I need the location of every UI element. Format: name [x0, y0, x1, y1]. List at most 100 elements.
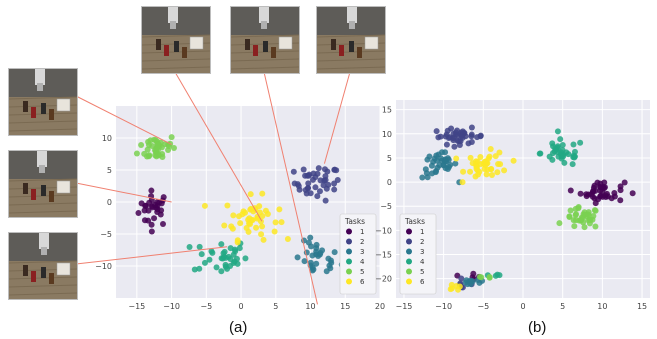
data-point-task-6 — [260, 236, 267, 243]
data-point-task-1 — [154, 199, 161, 206]
data-point-task-4 — [227, 245, 234, 252]
data-point-task-5 — [149, 142, 156, 149]
data-point-task-1 — [577, 190, 584, 197]
data-point-task-5 — [570, 217, 577, 224]
y-tick-label: −5 — [380, 202, 392, 211]
data-point-task-2 — [331, 186, 338, 193]
x-tick-label: 15 — [637, 302, 647, 311]
data-point-task-3 — [325, 255, 332, 262]
data-point-task-3 — [323, 268, 330, 275]
data-point-task-6 — [237, 220, 244, 227]
data-point-task-4 — [559, 141, 566, 148]
data-point-task-1 — [141, 217, 148, 224]
data-point-task-4 — [565, 151, 572, 158]
data-point-task-4 — [549, 150, 556, 157]
data-point-task-6 — [494, 169, 501, 176]
tabletop-scene-image — [9, 233, 77, 299]
data-point-task-4 — [227, 262, 234, 269]
data-point-task-1 — [148, 187, 155, 194]
data-point-task-2 — [451, 143, 458, 150]
data-point-task-5 — [170, 144, 177, 151]
data-point-task-2 — [315, 165, 322, 172]
legend-marker-task-2 — [406, 238, 412, 245]
data-point-task-6 — [477, 154, 484, 161]
data-point-task-2 — [477, 132, 484, 139]
data-point-task-6 — [247, 206, 254, 213]
data-point-task-4 — [232, 248, 239, 255]
data-point-task-2 — [324, 168, 331, 175]
data-point-task-5 — [581, 224, 588, 231]
data-point-task-4 — [577, 139, 584, 146]
y-tick-label: 10 — [382, 130, 392, 139]
thumbnail-top-left — [141, 6, 211, 74]
data-point-task-5 — [573, 211, 580, 218]
data-point-task-2 — [305, 185, 312, 192]
data-point-task-2 — [322, 173, 329, 180]
data-point-task-1 — [617, 197, 624, 204]
data-point-task-1 — [621, 179, 628, 186]
data-point-task-2 — [290, 168, 297, 175]
data-point-task-6 — [259, 190, 266, 197]
data-point-task-1 — [597, 180, 604, 187]
data-point-task-6 — [221, 222, 228, 229]
data-point-task-1 — [154, 206, 161, 213]
data-point-task-2 — [317, 177, 324, 184]
data-point-task-4 — [554, 128, 561, 135]
data-point-task-4 — [186, 243, 193, 250]
tabletop-scene-image — [9, 69, 77, 135]
data-point-task-5 — [155, 151, 162, 158]
legend-box — [339, 213, 377, 295]
data-point-task-6 — [247, 191, 254, 198]
data-point-task-1 — [603, 190, 610, 197]
tabletop-scene-image — [231, 7, 299, 73]
data-point-task-1 — [157, 211, 164, 218]
data-point-task-3 — [419, 174, 426, 181]
leader-line-top-right — [323, 71, 351, 164]
x-tick-label: 0 — [239, 302, 244, 311]
data-point-task-1 — [148, 228, 155, 235]
legend-entry-task-4: 4 — [420, 258, 425, 266]
data-point-task-4 — [569, 161, 576, 168]
data-point-task-4 — [242, 255, 249, 262]
data-point-task-2 — [468, 124, 475, 131]
data-point-task-6 — [258, 231, 265, 238]
data-point-task-1 — [146, 199, 153, 206]
data-point-task-4 — [557, 136, 564, 143]
data-point-task-2 — [468, 139, 475, 146]
data-point-task-2 — [309, 176, 316, 183]
data-point-task-6 — [467, 168, 474, 175]
data-point-task-5 — [589, 216, 596, 223]
data-point-task-6 — [475, 171, 482, 178]
data-point-task-6 — [243, 224, 250, 231]
x-tick-label: 10 — [597, 302, 607, 311]
data-point-task-3 — [428, 162, 435, 169]
data-point-task-2 — [433, 128, 440, 135]
data-point-task-2 — [300, 166, 307, 173]
data-point-task-5 — [144, 146, 151, 153]
data-point-task-6 — [259, 223, 266, 230]
data-point-task-6 — [249, 216, 256, 223]
data-point-task-4 — [570, 152, 577, 159]
data-point-task-6 — [224, 202, 231, 209]
data-point-task-6 — [240, 208, 247, 215]
data-point-task-3 — [305, 239, 312, 246]
data-point-task-5 — [144, 153, 151, 160]
data-point-task-1 — [583, 191, 590, 198]
data-point-task-1 — [135, 210, 142, 217]
legend-marker-task-6 — [346, 278, 352, 285]
data-point-task-3 — [313, 248, 320, 255]
leader-line-top-middle — [263, 71, 318, 305]
thumbnail-left-top — [8, 68, 78, 136]
tabletop-scene-image — [142, 7, 210, 73]
legend-entry-task-2: 2 — [420, 238, 424, 246]
data-point-task-4 — [196, 243, 203, 250]
data-point-task-6 — [447, 286, 454, 293]
data-point-task-3 — [434, 164, 441, 171]
data-point-task-3 — [331, 249, 338, 256]
data-point-task-2 — [314, 193, 321, 200]
data-point-task-3 — [319, 247, 326, 254]
legend-marker-task-1 — [346, 228, 352, 235]
data-point-task-6 — [453, 155, 460, 162]
data-point-task-2 — [334, 176, 341, 183]
